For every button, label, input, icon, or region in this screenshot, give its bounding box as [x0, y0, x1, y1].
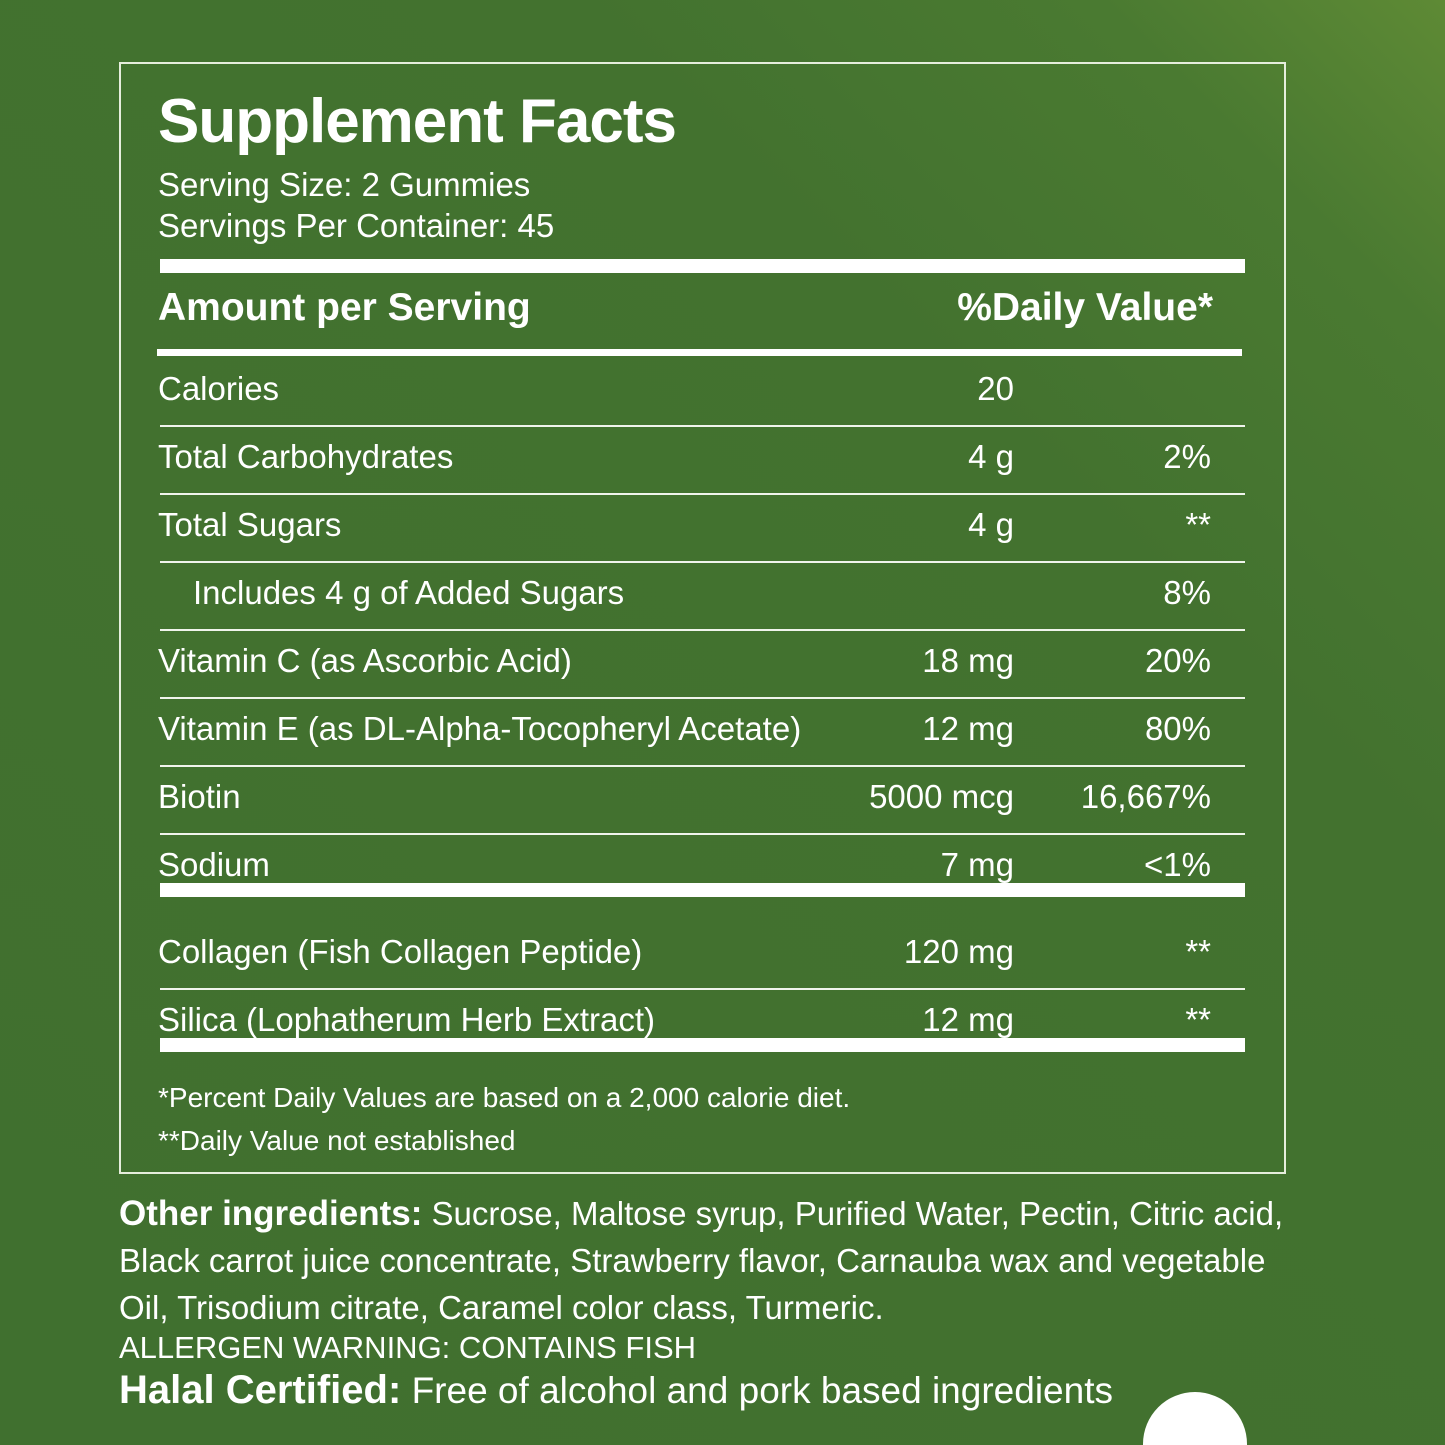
title: Supplement Facts [158, 87, 677, 156]
footnote: **Daily Value not established [158, 1125, 516, 1156]
daily-value: ** [1185, 1001, 1211, 1038]
row-divider [160, 629, 1245, 631]
divider [157, 349, 1242, 356]
daily-value: ** [1185, 933, 1211, 970]
amount: 18 mg [922, 642, 1014, 679]
halal-note: Halal Certified: Free of alcohol and por… [119, 1368, 1113, 1413]
halal-text: Free of alcohol and pork based ingredien… [401, 1370, 1113, 1411]
row-divider [160, 561, 1245, 563]
nutrient-name: Vitamin C (as Ascorbic Acid) [158, 642, 572, 679]
badge [1143, 1392, 1247, 1445]
amount: 120 mg [903, 933, 1014, 970]
nutrient-name: Vitamin E (as DL-Alpha-Tocopheryl Acetat… [158, 710, 802, 747]
amount: 4 g [968, 438, 1014, 475]
row-divider [160, 833, 1245, 835]
row-divider [160, 697, 1245, 699]
daily-value: 16,667% [1080, 778, 1211, 815]
daily-value: <1% [1144, 846, 1211, 883]
daily-value: ** [1185, 506, 1211, 543]
amount: 12 mg [922, 1001, 1014, 1038]
divider [160, 1038, 1245, 1052]
ingredients: Other ingredients: Sucrose, Maltose syru… [119, 1190, 1319, 1331]
nutrient-name: Total Carbohydrates [158, 438, 454, 475]
column-header: Amount per Serving [158, 286, 531, 329]
ingredients-text: Sucrose, Maltose syrup, Purified Water, … [119, 1195, 1284, 1326]
row-divider [160, 988, 1245, 990]
ingredients-label: Other ingredients: [119, 1194, 423, 1233]
row-divider [160, 425, 1245, 427]
nutrient-name: Collagen (Fish Collagen Peptide) [158, 933, 643, 970]
nutrient-name: Total Sugars [158, 506, 342, 543]
amount: 7 mg [940, 846, 1014, 883]
daily-value: 20% [1144, 642, 1211, 679]
nutrient-name: Sodium [158, 846, 270, 883]
facts-panel [119, 62, 1286, 1174]
nutrient-name: Biotin [158, 778, 241, 815]
nutrient-name: Calories [158, 370, 280, 407]
amount: 4 g [968, 506, 1014, 543]
halal-label: Halal Certified: [119, 1368, 402, 1412]
row-divider [160, 493, 1245, 495]
amount: 5000 mcg [869, 778, 1014, 815]
nutrient-name: Includes 4 g of Added Sugars [193, 574, 625, 611]
daily-value: 80% [1144, 710, 1211, 747]
allergen-warning: ALLERGEN WARNING: CONTAINS FISH [119, 1330, 697, 1365]
servings-per-container: Servings Per Container: 45 [158, 207, 555, 244]
amount: 20 [977, 370, 1014, 407]
footnote: *Percent Daily Values are based on a 2,0… [158, 1082, 851, 1113]
serving-size: Serving Size: 2 Gummies [158, 166, 531, 203]
row-divider [160, 765, 1245, 767]
daily-value: 2% [1163, 438, 1211, 475]
daily-value: 8% [1163, 574, 1211, 611]
nutrient-name: Silica (Lophatherum Herb Extract) [158, 1001, 656, 1038]
column-header: %Daily Value* [957, 286, 1213, 329]
amount: 12 mg [922, 710, 1014, 747]
divider [160, 259, 1245, 273]
divider [160, 883, 1245, 897]
